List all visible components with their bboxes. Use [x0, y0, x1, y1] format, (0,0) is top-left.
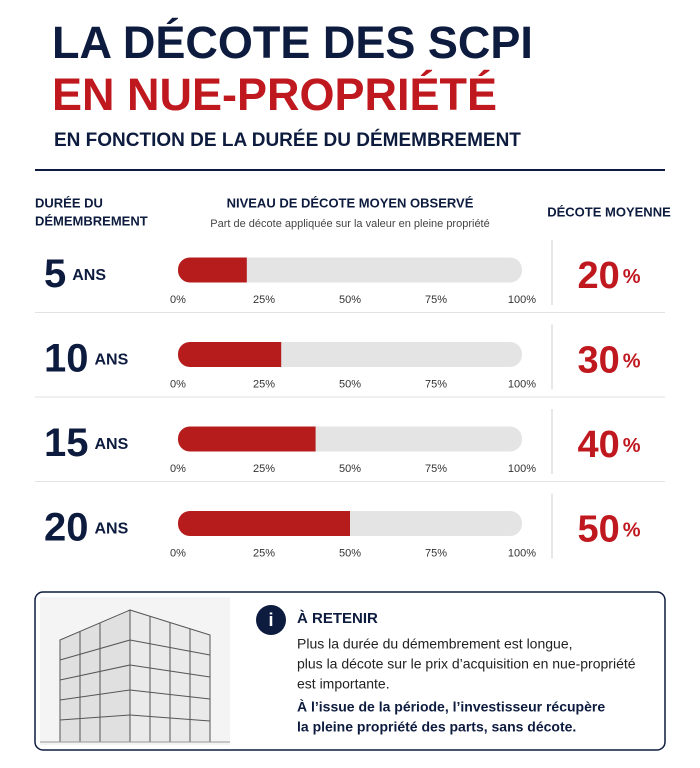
x-tick-label: 50% [339, 547, 361, 559]
average-unit: % [623, 435, 641, 457]
duration-unit: ANS [95, 521, 129, 538]
average-value: 20 [577, 255, 619, 297]
duration-header: DURÉE DU [35, 195, 103, 210]
x-tick-label: 0% [170, 378, 186, 390]
x-tick-label: 25% [253, 378, 275, 390]
info-title: À RETENIR [297, 610, 378, 627]
average-unit: % [623, 520, 641, 542]
x-tick-label: 100% [508, 463, 536, 475]
x-tick-label: 50% [339, 294, 361, 306]
average-label: 40% [577, 424, 640, 466]
duration-label: 5 ANS [44, 252, 106, 296]
average-label: 20% [577, 255, 640, 297]
x-tick-label: 100% [508, 378, 536, 390]
bar [178, 257, 247, 283]
average-label: 50% [577, 509, 640, 551]
x-tick-label: 50% [339, 378, 361, 390]
info-bold-line: À l’issue de la période, l’investisseur … [297, 699, 605, 715]
bar-track [178, 257, 522, 283]
duration-number: 10 [44, 336, 89, 380]
x-tick-label: 100% [508, 547, 536, 559]
x-tick-label: 50% [339, 463, 361, 475]
x-tick-label: 100% [508, 294, 536, 306]
info-icon [256, 605, 286, 635]
average-label: 30% [577, 340, 640, 382]
x-tick-label: 0% [170, 294, 186, 306]
bar [178, 426, 316, 452]
x-tick-label: 25% [253, 294, 275, 306]
duration-label: 15 ANS [44, 421, 129, 465]
info-icon-letter: i [268, 610, 273, 630]
x-tick-label: 75% [425, 294, 447, 306]
duration-header: DÉMEMBREMENT [35, 213, 148, 228]
bar [178, 511, 350, 536]
info-bold-line: la pleine propriété des parts, sans déco… [297, 719, 576, 735]
x-tick-label: 75% [425, 463, 447, 475]
average-value: 30 [577, 340, 619, 382]
x-tick-label: 0% [170, 547, 186, 559]
level-note: Part de décote appliquée sur la valeur e… [210, 218, 489, 230]
x-tick-label: 25% [253, 547, 275, 559]
bar-group [178, 257, 247, 283]
info-line: Plus la durée du démembrement est longue… [297, 636, 573, 652]
level-header: NIVEAU DE DÉCOTE MOYEN OBSERVÉ [227, 195, 474, 210]
subtitle: EN FONCTION DE LA DURÉE DU DÉMEMBREMENT [54, 129, 521, 151]
info-line: est importante. [297, 676, 390, 692]
bar-group [178, 511, 350, 536]
duration-number: 15 [44, 421, 89, 465]
title-line1: LA DÉCOTE DES SCPI [52, 17, 533, 68]
duration-unit: ANS [72, 267, 106, 284]
average-unit: % [623, 266, 641, 288]
duration-number: 20 [44, 505, 89, 549]
x-tick-label: 25% [253, 463, 275, 475]
duration-unit: ANS [95, 436, 129, 453]
average-unit: % [623, 351, 641, 373]
average-value: 40 [577, 424, 619, 466]
title-line2: EN NUE-PROPRIÉTÉ [52, 69, 497, 120]
average-header: DÉCOTE MOYENNE [547, 204, 671, 219]
building-illustration [40, 597, 230, 745]
duration-label: 20 ANS [44, 505, 129, 549]
duration-number: 5 [44, 252, 66, 296]
x-tick-label: 0% [170, 463, 186, 475]
x-tick-label: 75% [425, 547, 447, 559]
info-line: plus la décote sur le prix d’acquisition… [297, 656, 636, 672]
rows: 5 ANS 0% 25% 50% 75% 100% 20 % 10 ANS 0% 25% 50% 75% 10… [35, 240, 665, 559]
average-value: 50 [577, 509, 619, 551]
bar-group [178, 426, 316, 452]
info-text: Plus la durée du démembrement est longue… [297, 636, 636, 735]
duration-label: 10 ANS [44, 336, 129, 380]
x-tick-label: 75% [425, 378, 447, 390]
bar-group [178, 342, 282, 367]
bar [178, 342, 282, 367]
duration-unit: ANS [95, 352, 129, 369]
